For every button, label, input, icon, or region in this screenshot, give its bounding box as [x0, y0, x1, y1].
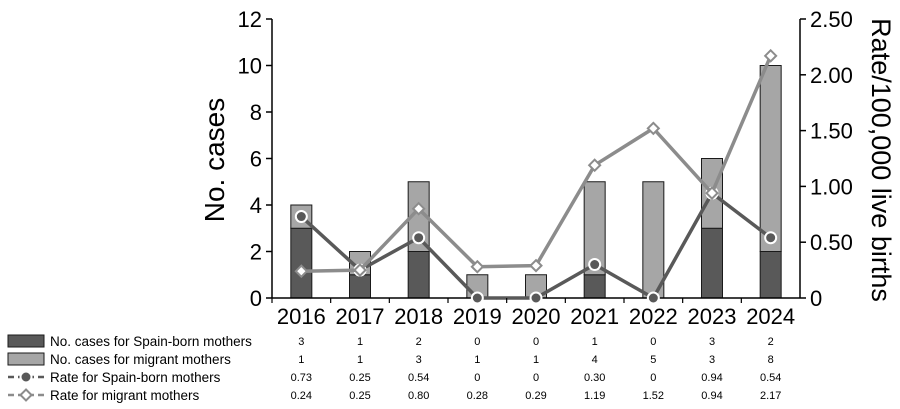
- x-tick-label-2022: 2022: [629, 304, 678, 329]
- line-1: [301, 55, 773, 273]
- ticks-layer: 0 2 4 6 8 10 12 0 0.50 1.00 1.50 2.00 2.50 2016 2017 20…: [238, 7, 853, 329]
- point-l0-2016: [294, 210, 308, 224]
- legend-label-2: Rate for Spain-born mothers: [50, 370, 221, 385]
- table-cell-3-2024: 2.17: [760, 390, 781, 402]
- data-table: No. cases for Spain-born mothers 3 1 2 0 0 1 0 3…: [7, 334, 781, 403]
- y-tick-label-2: 2: [250, 240, 262, 265]
- bar-s1-2024: [759, 65, 782, 252]
- y2-axis-label: Rate/100,000 live births: [866, 18, 896, 302]
- point-l0-2021: [588, 258, 602, 272]
- bar-s0-2016: [290, 227, 313, 299]
- bar-s0-2023: [701, 227, 723, 299]
- table-cell-1-2019: 1: [474, 354, 480, 366]
- table-cell-3-2022: 1.52: [643, 390, 664, 402]
- table-cell-2-2022: 0: [650, 372, 656, 384]
- table-cell-3-2021: 1.19: [584, 390, 605, 402]
- table-cell-0-2024: 2: [768, 336, 774, 348]
- table-cell-2-2016: 0.73: [291, 372, 312, 384]
- bar-s0-2017: [349, 274, 371, 299]
- y2-tick-label-0.50: 0.50: [810, 230, 853, 255]
- lines-layer: [294, 48, 778, 305]
- bar-s1-2022: [642, 181, 665, 299]
- table-cell-1-2016: 1: [298, 354, 304, 366]
- legend-key-marker-3: [19, 388, 33, 402]
- table-cell-1-2017: 1: [357, 354, 363, 366]
- legend-key-0: [7, 334, 45, 348]
- legend-label-0: No. cases for Spain-born mothers: [50, 334, 252, 349]
- x-tick-label-2016: 2016: [277, 304, 326, 329]
- table-cell-0-2018: 2: [416, 336, 422, 348]
- legend-key-marker-2: [19, 370, 33, 384]
- y-axis-label: No. cases: [199, 98, 230, 223]
- table-cell-1-2023: 3: [709, 354, 715, 366]
- table-cell-0-2021: 1: [592, 336, 598, 348]
- table-cell-1-2021: 4: [592, 354, 598, 366]
- table-cell-3-2017: 0.25: [349, 390, 370, 402]
- legend-label-3: Rate for migrant mothers: [50, 388, 200, 403]
- point-l1-2023: [705, 186, 719, 201]
- point-l0-2020: [529, 291, 543, 305]
- legend-label-1: No. cases for migrant mothers: [50, 352, 231, 367]
- point-l1-2024: [763, 48, 778, 63]
- x-tick-label-2024: 2024: [746, 304, 795, 329]
- x-tick-label-2021: 2021: [570, 304, 619, 329]
- point-l0-2024: [764, 231, 778, 245]
- table-cell-2-2021: 0.30: [584, 372, 605, 384]
- bar-s0-2018: [407, 251, 430, 299]
- table-cell-0-2019: 0: [474, 336, 480, 348]
- table-cell-0-2020: 0: [533, 336, 539, 348]
- y-tick-label-10: 10: [238, 54, 262, 79]
- table-cell-1-2020: 1: [533, 354, 539, 366]
- table-cell-3-2016: 0.24: [291, 390, 312, 402]
- y2-tick-label-0: 0: [810, 286, 822, 311]
- point-l1-2021: [587, 158, 602, 173]
- point-l0-2018: [412, 231, 426, 245]
- bar-s0-2021: [583, 274, 606, 299]
- point-l1-2022: [646, 121, 661, 136]
- table-cell-0-2023: 3: [709, 336, 715, 348]
- table-cell-1-2018: 3: [416, 354, 422, 366]
- point-l1-2020: [529, 258, 543, 273]
- legend-key-1: [7, 352, 45, 366]
- y-tick-label-8: 8: [250, 100, 262, 125]
- point-l1-2017: [353, 263, 367, 278]
- table-cell-0-2017: 1: [357, 336, 363, 348]
- x-tick-label-2023: 2023: [688, 304, 737, 329]
- y2-tick-label-1.00: 1.00: [810, 174, 853, 199]
- table-cell-2-2020: 0: [533, 372, 539, 384]
- point-l1-2016: [294, 264, 309, 279]
- x-tick-label-2019: 2019: [453, 304, 502, 329]
- table-cell-1-2024: 8: [768, 354, 774, 366]
- table-cell-2-2019: 0: [474, 372, 480, 384]
- y-tick-label-12: 12: [238, 7, 262, 32]
- bar-s1-2021: [583, 181, 606, 276]
- point-l1-2019: [470, 259, 485, 274]
- table-cell-2-2023: 0.94: [701, 372, 722, 384]
- x-tick-label-2020: 2020: [512, 304, 561, 329]
- table-cell-2-2017: 0.25: [349, 372, 370, 384]
- table-cell-3-2020: 0.29: [525, 390, 546, 402]
- table-cell-3-2018: 0.80: [408, 390, 429, 402]
- table-cell-0-2022: 0: [650, 336, 656, 348]
- y-tick-label-4: 4: [250, 193, 262, 218]
- point-l0-2022: [646, 291, 660, 305]
- table-cell-2-2024: 0.54: [760, 372, 781, 384]
- bar-s0-2024: [759, 251, 782, 299]
- point-l0-2019: [470, 291, 484, 305]
- x-tick-label-2018: 2018: [394, 304, 443, 329]
- point-l1-2018: [411, 201, 426, 216]
- y2-tick-label-1.50: 1.50: [810, 119, 853, 144]
- table-cell-1-2022: 5: [650, 354, 656, 366]
- y-tick-label-6: 6: [250, 147, 262, 172]
- table-cell-3-2019: 0.28: [467, 390, 488, 402]
- x-tick-label-2017: 2017: [336, 304, 385, 329]
- table-cell-0-2016: 3: [298, 336, 304, 348]
- y2-tick-label-2.50: 2.50: [810, 7, 853, 32]
- table-cell-2-2018: 0.54: [408, 372, 429, 384]
- y2-tick-label-2.00: 2.00: [810, 63, 853, 88]
- y-tick-label-0: 0: [250, 286, 262, 311]
- table-cell-3-2023: 0.94: [701, 390, 722, 402]
